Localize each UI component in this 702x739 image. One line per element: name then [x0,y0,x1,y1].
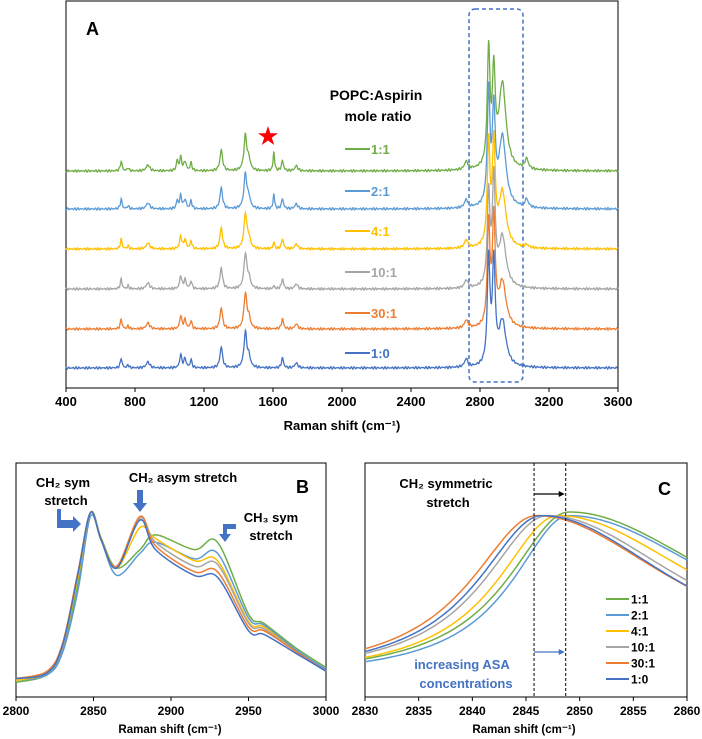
panel-c-label: C [658,479,671,499]
ch2-sym-arrow-icon [57,509,81,532]
panel-a-x-axis-title: Raman shift (cm⁻¹) [284,418,401,433]
x-tick-label: 2840 [459,704,486,718]
x-tick-label: 2855 [620,704,647,718]
ch3-sym-arrow-icon [219,524,236,542]
panel-b: B CH₂ sym stretch CH₂ asym stretch CH₃ s… [3,462,340,736]
spectrum-2-1 [364,514,688,663]
increasing-asa-note-line2: concentrations [419,676,512,691]
x-tick-label: 3000 [313,704,340,718]
panel-a-spectra [65,40,619,371]
spectrum-1-0 [65,249,619,371]
legend-label-1-0: 1:0 [371,346,390,361]
legend-title-line1: POPC:Aspirin [330,87,423,103]
x-tick-label: 1200 [190,394,219,409]
spectrum-1-1 [364,511,688,660]
panel-c-title-line1: CH₂ symmetric [399,476,492,491]
legend-label-2-1: 2:1 [371,184,390,199]
spectrum-30-1 [65,205,619,332]
ch2-sym-label-line1: CH₂ sym [36,475,90,490]
x-tick-label: 3200 [535,394,564,409]
legend-label-10-1: 10:1 [371,265,397,280]
panel-a-label: A [86,19,99,39]
legend-label-1-1: 1:1 [371,142,390,157]
ch3-sym-label-line1: CH₃ sym [244,510,298,525]
panel-c: C CH₂ symmetric stretch increasing ASA c… [352,462,701,736]
panel-a: A POPC:Aspirin mole ratio 1:1 2:1 4:1 10:1 3… [55,0,632,433]
panel-b-label: B [296,477,309,497]
x-tick-label: 2860 [674,704,701,718]
panel-b-x-ticks: 2800 2850 2900 2950 3000 [3,697,340,718]
spectrum-1-1 [65,40,619,174]
ch2-sym-label-line2: stretch [44,493,87,508]
x-tick-label: 2900 [158,704,185,718]
x-tick-label: 2835 [405,704,432,718]
legend-label-4-1: 4:1 [371,224,390,239]
spectrum-10-1 [364,514,688,655]
x-tick-label: 2830 [352,704,379,718]
panel-c-legend: 1:1 2:1 4:1 10:1 30:1 1:0 [606,593,655,687]
star-marker-icon [258,126,278,145]
panel-b-x-axis-title: Raman shift (cm⁻¹) [118,724,221,736]
panel-c-shift-markers [533,463,567,697]
legend-label-4-1: 4:1 [631,625,649,639]
x-tick-label: 2000 [328,394,357,409]
x-tick-label: 2400 [397,394,426,409]
legend-label-1-1: 1:1 [631,593,649,607]
increasing-asa-note-line1: increasing ASA [414,657,510,672]
spectrum-30-1 [364,514,688,650]
legend-label-30-1: 30:1 [631,657,655,671]
ch-region-highlight-box [468,8,524,383]
panel-c-x-ticks: 2830 2835 2840 2845 2850 2855 2860 [352,697,701,718]
spectrum-1-0 [15,511,327,680]
x-tick-label: 3600 [604,394,633,409]
legend-label-2-1: 2:1 [631,609,649,623]
panel-c-title-line2: stretch [426,495,469,510]
legend-label-10-1: 10:1 [631,641,655,655]
panel-a-legend: 1:1 2:1 4:1 10:1 30:1 1:0 [345,142,397,361]
legend-label-1-0: 1:0 [631,673,649,687]
ch2-asym-arrow-icon [133,490,147,512]
ch3-sym-label-line2: stretch [249,528,292,543]
spectrum-2-1 [15,513,327,682]
arrow-head-icon [558,649,565,655]
spectrum-2-1 [65,81,619,212]
spectrum-1-0 [364,514,688,653]
x-tick-label: 1600 [259,394,288,409]
panel-a-x-ticks: 400 800 1200 1600 2000 2400 2800 3200 3600 [55,388,632,409]
x-tick-label: 2845 [513,704,540,718]
spectrum-1-1 [15,510,327,683]
spectrum-10-1 [65,166,619,292]
x-tick-label: 2800 [3,704,30,718]
x-tick-label: 2850 [566,704,593,718]
x-tick-label: 2800 [466,394,495,409]
x-tick-label: 800 [124,394,146,409]
panel-c-x-axis-title: Raman shift (cm⁻¹) [472,724,575,736]
panel-c-spectra [364,511,688,663]
x-tick-label: 2950 [235,704,262,718]
legend-label-30-1: 30:1 [371,306,397,321]
ch2-asym-label: CH₂ asym stretch [129,470,237,485]
x-tick-label: 400 [55,394,77,409]
panel-b-spectra [15,510,327,683]
arrow-head-icon [558,491,565,497]
x-tick-label: 2850 [80,704,107,718]
spectrum-4-1 [364,514,688,659]
legend-title-line2: mole ratio [345,108,412,124]
spectrum-4-1 [65,130,619,252]
